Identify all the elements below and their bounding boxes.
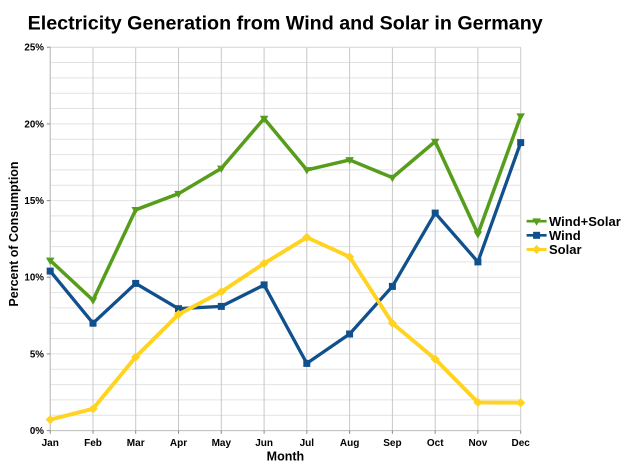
svg-text:0%: 0% xyxy=(30,426,44,437)
svg-text:Sep: Sep xyxy=(383,438,401,449)
svg-text:Aug: Aug xyxy=(340,438,359,449)
svg-text:Jan: Jan xyxy=(42,438,59,449)
svg-text:10%: 10% xyxy=(24,273,44,284)
svg-text:Oct: Oct xyxy=(427,438,444,449)
svg-text:May: May xyxy=(212,438,232,449)
svg-text:15%: 15% xyxy=(24,196,44,207)
svg-text:Percent of Consumption: Percent of Consumption xyxy=(7,161,21,306)
svg-text:Jul: Jul xyxy=(300,438,315,449)
svg-text:Wind+Solar: Wind+Solar xyxy=(549,214,621,229)
svg-text:Electricity Generation from Wi: Electricity Generation from Wind and Sol… xyxy=(28,13,543,35)
svg-text:Nov: Nov xyxy=(468,438,487,449)
svg-text:5%: 5% xyxy=(30,349,44,360)
svg-text:Jun: Jun xyxy=(255,438,273,449)
svg-text:20%: 20% xyxy=(24,119,44,130)
svg-text:Month: Month xyxy=(267,449,304,463)
svg-text:Mar: Mar xyxy=(127,438,145,449)
svg-text:Dec: Dec xyxy=(512,438,531,449)
svg-text:25%: 25% xyxy=(24,43,44,54)
svg-text:Feb: Feb xyxy=(84,438,102,449)
svg-text:Apr: Apr xyxy=(170,438,187,449)
svg-text:Solar: Solar xyxy=(549,242,582,257)
svg-text:Wind: Wind xyxy=(549,228,581,243)
